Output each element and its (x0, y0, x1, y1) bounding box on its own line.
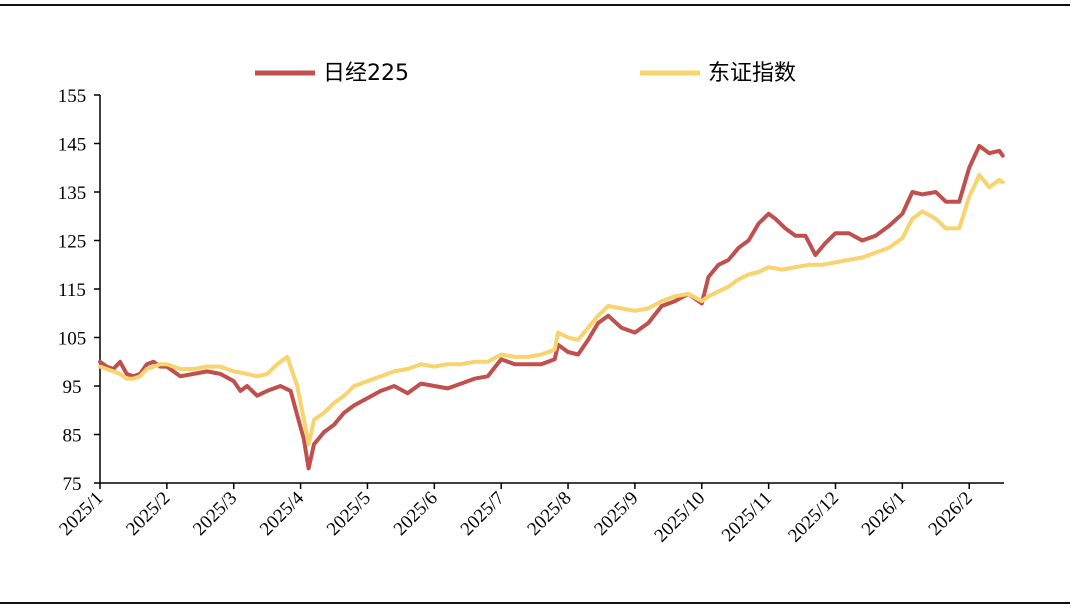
y-tick-label: 95 (63, 377, 82, 398)
y-tick-label: 85 (63, 426, 82, 447)
x-tick-label: 2025/2 (122, 488, 174, 540)
x-tick-label: 2025/10 (650, 488, 709, 547)
y-tick-label: 105 (58, 329, 87, 350)
x-tick-label: 2026/2 (925, 488, 977, 540)
x-tick-label: 2025/12 (784, 488, 843, 547)
axes (94, 94, 1004, 489)
y-tick-label: 145 (58, 135, 87, 156)
x-tick-label: 2025/4 (256, 487, 309, 540)
y-tick-label: 115 (58, 280, 86, 301)
x-tick-label: 2025/6 (390, 488, 442, 540)
y-tick-label: 125 (58, 232, 87, 253)
y-tick-label: 155 (58, 86, 87, 107)
legend-label-1: 日经225 (323, 61, 409, 86)
series-group (98, 143, 1005, 471)
x-tick-label: 2025/1 (55, 488, 107, 540)
series-line-1 (98, 143, 1005, 471)
x-tick-label: 2025/5 (323, 488, 375, 540)
y-tick-label: 135 (58, 183, 87, 204)
x-tick-label: 2025/11 (718, 488, 776, 546)
x-tick-label: 2026/1 (858, 488, 910, 540)
series-line-2 (98, 173, 1005, 447)
tick-labels: 75 85 95 105 115 125 135 145 155 2025/1 2025/2 2025… (55, 86, 976, 547)
legend: 日经225 东证指数 (255, 61, 796, 86)
x-tick-label: 2025/8 (523, 488, 575, 540)
x-tick-label: 2025/7 (457, 488, 509, 540)
legend-label-2: 东证指数 (708, 61, 796, 86)
y-tick-label: 75 (63, 474, 82, 495)
x-tick-label: 2025/9 (590, 488, 642, 540)
x-tick-label: 2025/3 (189, 488, 241, 540)
